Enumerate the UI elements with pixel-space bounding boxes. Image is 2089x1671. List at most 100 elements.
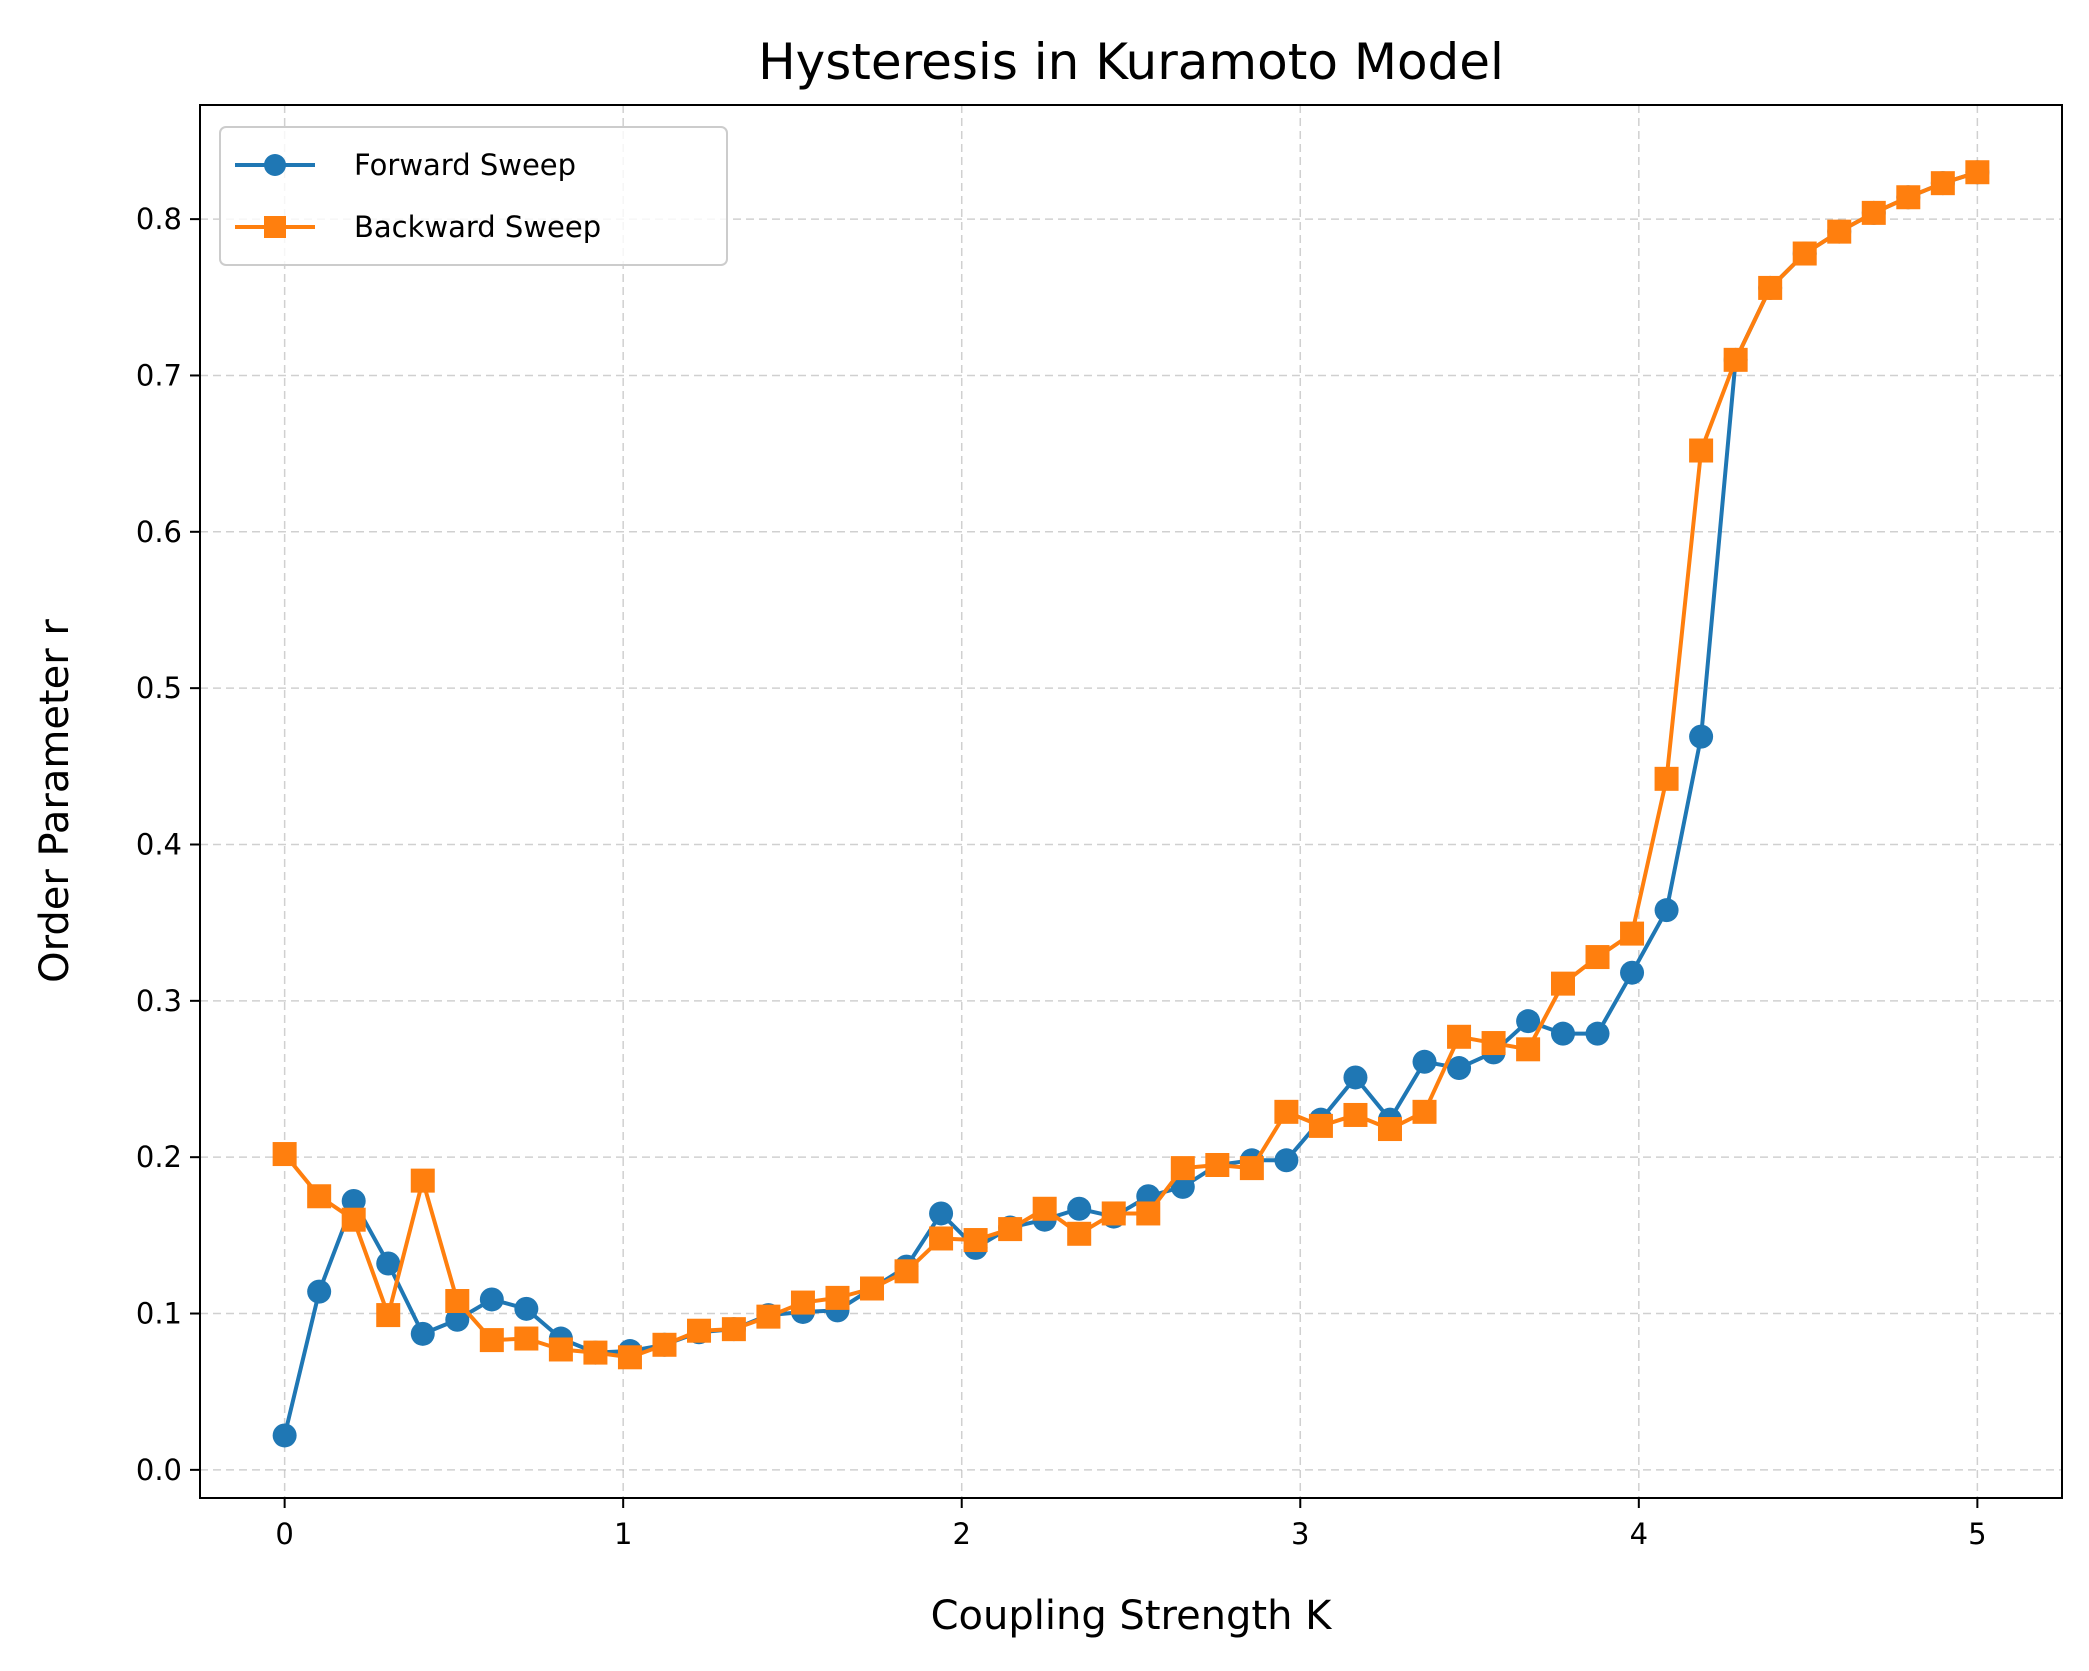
legend-box <box>219 126 728 266</box>
data-point <box>1067 1221 1092 1246</box>
chart-title: Hysteresis in Kuramoto Model <box>758 33 1504 91</box>
data-point <box>479 1328 504 1353</box>
data-point <box>341 1207 366 1232</box>
data-point <box>1654 766 1679 791</box>
data-point <box>756 1304 781 1329</box>
y-tick-label: 0.7 <box>136 358 182 392</box>
data-point <box>479 1287 504 1312</box>
data-point <box>1654 898 1679 923</box>
series-layer <box>272 160 1990 1448</box>
data-point <box>376 1303 401 1328</box>
data-point <box>1274 1148 1299 1173</box>
x-tick-label: 0 <box>275 1517 293 1551</box>
data-point <box>1620 921 1645 946</box>
legend-label-forward: Forward Sweep <box>354 148 576 182</box>
data-point <box>341 1188 366 1213</box>
data-point <box>617 1345 642 1370</box>
data-point <box>1343 1102 1368 1127</box>
data-point <box>1585 945 1610 970</box>
data-point <box>307 1279 332 1304</box>
data-point <box>1308 1113 1333 1138</box>
data-point <box>1101 1201 1126 1226</box>
data-point <box>1516 1037 1541 1062</box>
data-point <box>1516 1009 1541 1034</box>
data-point <box>1447 1024 1472 1049</box>
grid-layer <box>200 105 2062 1498</box>
data-point <box>1585 1021 1610 1046</box>
data-point <box>410 1168 435 1193</box>
data-point <box>1723 347 1748 372</box>
data-point <box>514 1296 539 1321</box>
data-point <box>860 1276 885 1301</box>
series-backward-sweep <box>272 160 1990 1370</box>
data-point <box>1792 241 1817 266</box>
y-tick-label: 0.0 <box>136 1453 182 1487</box>
data-point <box>1481 1031 1506 1056</box>
data-point <box>1827 219 1852 244</box>
legend: Forward Sweep Backward Sweep <box>219 126 728 266</box>
data-point <box>1689 724 1714 749</box>
x-tick-label: 2 <box>953 1517 971 1551</box>
tick-layer: 0 1 2 3 4 5 0.0 0.1 0.2 0.3 0.4 0.5 0.6 0.7 0.8 <box>136 202 1987 1551</box>
data-point <box>1170 1156 1195 1181</box>
y-axis-label: Order Parameter r <box>32 619 78 983</box>
data-point <box>376 1251 401 1276</box>
legend-marker-backward <box>264 216 286 238</box>
data-point <box>721 1317 746 1342</box>
data-point <box>272 1142 297 1167</box>
data-point <box>894 1259 919 1284</box>
data-point <box>1032 1196 1057 1221</box>
data-point <box>929 1201 954 1226</box>
data-point <box>1447 1056 1472 1081</box>
data-point <box>583 1340 608 1365</box>
x-tick-label: 5 <box>1968 1517 1986 1551</box>
data-point <box>1239 1156 1264 1181</box>
data-point <box>929 1226 954 1251</box>
data-point <box>445 1307 470 1332</box>
x-axis-label: Coupling Strength K <box>931 1593 1334 1639</box>
y-tick-label: 0.6 <box>136 515 182 549</box>
data-point <box>825 1285 850 1310</box>
data-point <box>514 1326 539 1351</box>
legend-label-backward: Backward Sweep <box>354 210 601 244</box>
data-point <box>1896 185 1921 210</box>
data-point <box>1550 1021 1575 1046</box>
data-point <box>1930 171 1955 196</box>
data-point <box>1377 1117 1402 1142</box>
x-tick-label: 4 <box>1630 1517 1648 1551</box>
data-point <box>687 1318 712 1343</box>
data-point <box>998 1217 1023 1242</box>
x-tick-label: 1 <box>614 1517 632 1551</box>
data-point <box>1067 1196 1092 1221</box>
data-point <box>1758 275 1783 300</box>
x-tick-label: 3 <box>1291 1517 1309 1551</box>
plot-frame <box>199 104 2063 1499</box>
data-point <box>307 1184 332 1209</box>
data-point <box>548 1337 573 1362</box>
data-point <box>1861 200 1886 225</box>
data-point <box>790 1290 815 1315</box>
y-tick-label: 0.4 <box>136 827 182 861</box>
data-point <box>1412 1049 1437 1074</box>
data-point <box>1274 1099 1299 1124</box>
legend-marker-forward <box>264 154 286 176</box>
y-tick-label: 0.2 <box>136 1140 182 1174</box>
data-point <box>1205 1152 1230 1177</box>
y-tick-label: 0.8 <box>136 202 182 236</box>
y-tick-label: 0.5 <box>136 671 182 705</box>
data-point <box>1136 1201 1161 1226</box>
data-point <box>1689 438 1714 463</box>
data-point <box>445 1289 470 1314</box>
data-point <box>1343 1065 1368 1090</box>
y-tick-label: 0.1 <box>136 1297 182 1331</box>
data-point <box>963 1228 988 1253</box>
data-point <box>1412 1099 1437 1124</box>
data-point <box>272 1423 297 1448</box>
data-point <box>1620 960 1645 985</box>
data-point <box>652 1332 677 1357</box>
data-point <box>1965 160 1990 185</box>
data-point <box>410 1321 435 1346</box>
data-point <box>1550 971 1575 996</box>
